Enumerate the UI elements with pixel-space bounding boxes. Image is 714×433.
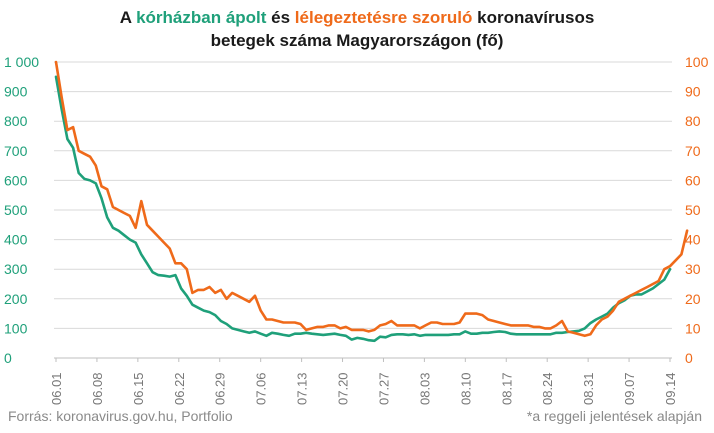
y-right-tick-label: 80 [685,113,701,129]
title-middle: és [266,8,295,27]
footnote: *a reggeli jelentések alapján [526,408,702,424]
y-left-tick-label: 300 [4,261,28,277]
y-left-tick-label: 800 [4,113,28,129]
x-tick-label: 08.03 [417,372,432,405]
y-left-tick-label: 200 [4,291,28,307]
y-left-tick-label: 900 [4,84,28,100]
x-tick-label: 06.08 [90,372,105,405]
x-tick-label: 08.17 [499,372,514,405]
title-line-1: A kórházban ápolt és lélegeztetésre szor… [0,6,714,29]
y-right-tick-label: 50 [685,202,701,218]
y-left-tick-label: 500 [4,202,28,218]
title-prefix: A [119,8,137,27]
x-tick-label: 08.31 [581,372,596,405]
hospitalized-series-line [54,75,672,343]
x-tick-label: 08.10 [458,372,473,405]
title-ventilated: lélegeztetésre szoruló [294,8,473,27]
y-left-tick-label: 700 [4,143,28,159]
y-right-tick-label: 10 [685,320,701,336]
x-tick-label: 09.07 [622,372,637,405]
y-right-tick-label: 60 [685,172,701,188]
y-left-tick-label: 1 000 [4,54,39,70]
source-note: Forrás: koronavirus.gov.hu, Portfolio [8,408,233,424]
y-right-tick-label: 100 [685,54,709,70]
title-hospitalized: kórházban ápolt [136,8,267,27]
x-tick-label: 07.13 [295,372,310,405]
y-right-tick-label: 20 [685,291,701,307]
y-left-tick-label: 100 [4,320,28,336]
title-line-2: betegek száma Magyarországon (fő) [210,31,504,50]
y-right-tick-label: 30 [685,261,701,277]
y-right-tick-label: 40 [685,232,701,248]
title-suffix: koronavírusos [472,8,595,27]
x-tick-label: 07.20 [336,372,351,405]
x-tick-label: 07.27 [376,372,391,405]
chart-title: A kórházban ápolt és lélegeztetésre szor… [0,6,714,52]
x-tick-label: 08.24 [540,372,555,405]
x-tick-label: 07.06 [254,372,269,405]
y-right-tick-label: 70 [685,143,701,159]
y-right-tick-label: 90 [685,84,701,100]
y-left-tick-label: 600 [4,172,28,188]
x-tick-label: 06.01 [49,372,64,405]
y-right-tick-label: 0 [685,350,693,366]
y-left-tick-label: 400 [4,232,28,248]
x-tick-label: 06.22 [172,372,187,405]
y-left-tick-label: 0 [4,350,12,366]
x-tick-label: 06.29 [213,372,228,405]
ventilated-series-line [54,60,689,338]
x-tick-label: 09.14 [663,372,678,405]
x-tick-label: 06.15 [131,372,146,405]
